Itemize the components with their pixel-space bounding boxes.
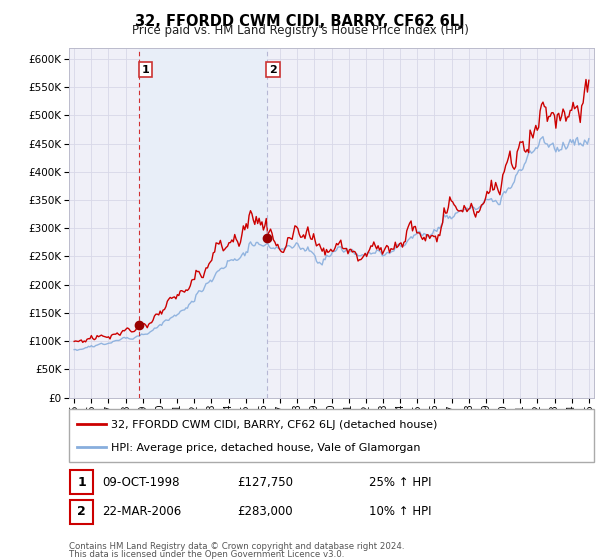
Text: 25% ↑ HPI: 25% ↑ HPI: [369, 475, 431, 489]
Text: 2: 2: [269, 64, 277, 74]
Text: 1: 1: [77, 475, 86, 489]
Text: HPI: Average price, detached house, Vale of Glamorgan: HPI: Average price, detached house, Vale…: [111, 442, 421, 452]
Text: 2: 2: [77, 505, 86, 519]
Text: £127,750: £127,750: [237, 475, 293, 489]
Text: Contains HM Land Registry data © Crown copyright and database right 2024.: Contains HM Land Registry data © Crown c…: [69, 542, 404, 550]
Text: 32, FFORDD CWM CIDI, BARRY, CF62 6LJ: 32, FFORDD CWM CIDI, BARRY, CF62 6LJ: [135, 14, 465, 29]
Bar: [139, 48, 266, 398]
Text: 10% ↑ HPI: 10% ↑ HPI: [369, 505, 431, 519]
Text: Price paid vs. HM Land Registry's House Price Index (HPI): Price paid vs. HM Land Registry's House …: [131, 24, 469, 37]
Text: 1: 1: [142, 64, 149, 74]
Text: This data is licensed under the Open Government Licence v3.0.: This data is licensed under the Open Gov…: [69, 550, 344, 559]
Text: £283,000: £283,000: [237, 505, 293, 519]
Text: 09-OCT-1998: 09-OCT-1998: [102, 475, 179, 489]
Text: 32, FFORDD CWM CIDI, BARRY, CF62 6LJ (detached house): 32, FFORDD CWM CIDI, BARRY, CF62 6LJ (de…: [111, 420, 437, 430]
Text: 22-MAR-2006: 22-MAR-2006: [102, 505, 181, 519]
